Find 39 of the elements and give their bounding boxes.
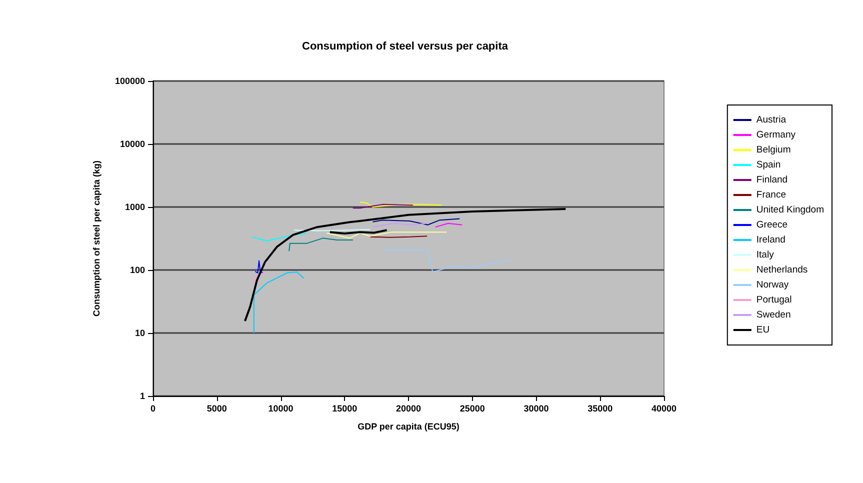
line-series — [326, 232, 448, 239]
line-series — [288, 238, 354, 252]
y-tick-label: 100000 — [114, 76, 145, 86]
legend-label: Spain — [756, 160, 781, 170]
x-tick-label: 15000 — [332, 404, 358, 414]
y-tick-label: 100 — [130, 265, 145, 275]
legend-label: Austria — [756, 114, 787, 126]
x-tick-label: 0 — [150, 404, 156, 414]
x-tick-label: 5000 — [206, 404, 227, 414]
y-axis-title: Consumption of steel per capita (kg) — [92, 160, 102, 317]
legend-label: France — [756, 190, 786, 200]
y-tick-label: 10 — [134, 328, 145, 338]
x-tick-label: 40000 — [651, 404, 677, 414]
chart-title: Consumption of steel versus per capita — [302, 40, 509, 52]
y-tick-label: 10000 — [120, 139, 145, 149]
legend-label: Italy — [756, 250, 774, 260]
y-tick-label: 1000 — [124, 202, 145, 212]
legend-label: Sweden — [756, 310, 791, 320]
legend-label: Netherlands — [756, 264, 808, 276]
legend-label: Norway — [756, 280, 789, 290]
x-tick-label: 30000 — [524, 404, 549, 414]
legend-label: EU — [756, 324, 770, 336]
y-tick-label: 1 — [140, 391, 145, 401]
x-tick-label: 35000 — [588, 404, 613, 414]
x-tick-label: 25000 — [460, 404, 485, 414]
legend-label: Belgium — [756, 144, 791, 156]
legend-label: Portugal — [756, 294, 792, 306]
line-series — [253, 271, 304, 334]
legend-label: Ireland — [756, 234, 786, 246]
line-series — [252, 232, 307, 242]
x-tick-label: 20000 — [396, 404, 422, 414]
x-tick-label: 10000 — [268, 404, 294, 414]
legend-label: United Kingdom — [756, 204, 824, 216]
legend-label: Greece — [756, 220, 788, 230]
line-series — [372, 218, 460, 226]
line-series — [382, 250, 512, 272]
x-axis-title: GDP per capita (ECU95) — [358, 422, 460, 432]
legend-label: Germany — [756, 130, 796, 140]
legend-label: Finland — [756, 174, 788, 186]
